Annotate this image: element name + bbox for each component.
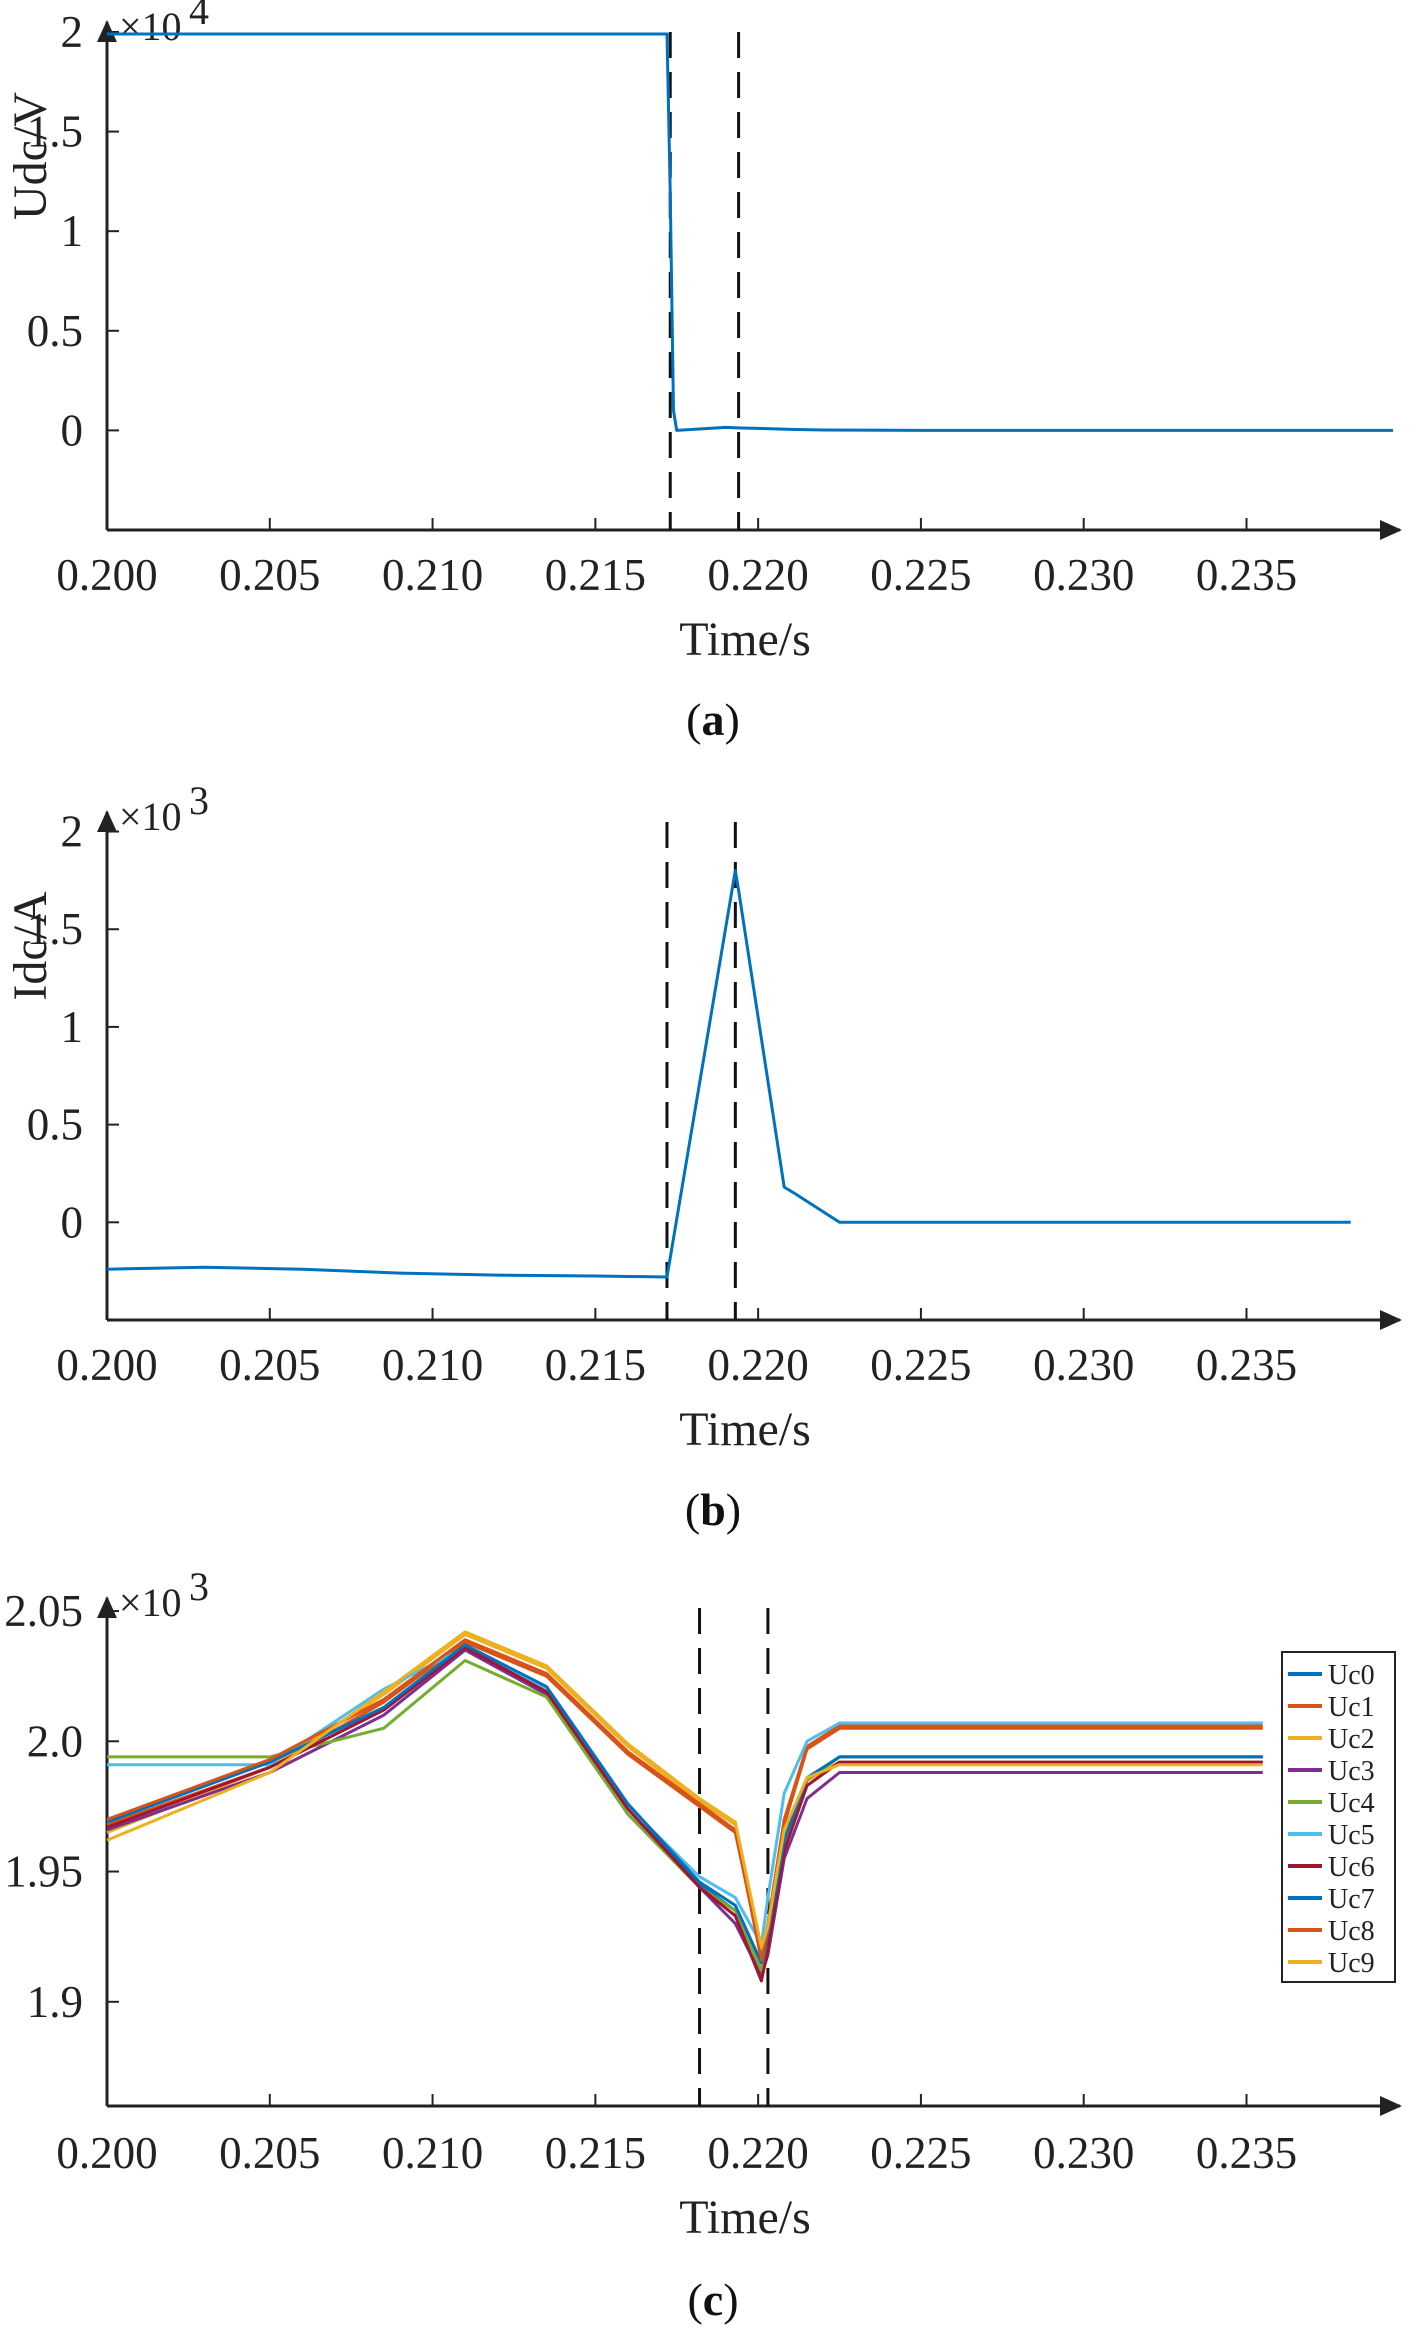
y-exponent: 3 (189, 778, 209, 823)
panel-a: 0.200 0.205 0.210 0.215 0.220 0.225 0.230 0.235… (4, 0, 1402, 745)
series-line-uc7 (106, 1643, 1263, 1965)
series-line-uc5 (107, 1646, 1263, 1946)
panel-b: 0.200 0.205 0.210 0.215 0.220 0.225 0.230 0.235… (4, 778, 1402, 1535)
y-tick-label: 1 (61, 206, 84, 256)
x-axis-arrow (1380, 1310, 1402, 1330)
y-axis-arrow (97, 1596, 117, 1618)
series-line-1 (107, 32, 1393, 432)
legend-entry-uc6: Uc6 (1328, 1852, 1375, 1883)
x-tick-label: 0.225 (870, 2128, 971, 2178)
x-tick-label: 0.205 (219, 550, 320, 600)
y-tick-label: 2 (61, 807, 84, 857)
y-axis-label: Idc/A (4, 891, 57, 1001)
x-tick-label: 0.210 (382, 2128, 483, 2178)
y-tick-label: 1.9 (27, 1977, 83, 2027)
x-tick-label: 0.225 (870, 1340, 971, 1390)
legend-entry-uc0: Uc0 (1328, 1660, 1375, 1691)
x-tick-label: 0.235 (1196, 1340, 1297, 1390)
legend-entry-uc8: Uc8 (1328, 1916, 1375, 1947)
y-tick-label: 2 (61, 7, 84, 57)
x-tick-label: 0.230 (1033, 1340, 1134, 1390)
x-axis-label: Time/s (679, 1403, 811, 1456)
x-tick-label: 0.215 (545, 1340, 646, 1390)
legend-entry-uc2: Uc2 (1328, 1724, 1375, 1755)
panel-c: 0.200 0.205 0.210 0.215 0.220 0.225 0.230 0.235… (4, 1564, 1402, 2325)
y-exponent: 4 (189, 0, 209, 33)
x-tick-label: 0.220 (708, 2128, 809, 2178)
y-tick-label: 0 (61, 1197, 84, 1247)
y-axis-label: Udc/V (4, 92, 57, 220)
x-tick-label: 0.235 (1196, 550, 1297, 600)
x-tick-label: 0.210 (382, 550, 483, 600)
legend-entry-uc9: Uc9 (1328, 1948, 1375, 1979)
x-tick-label: 0.210 (382, 1340, 483, 1390)
x-axis-arrow (1380, 2096, 1402, 2116)
x-tick-label: 0.230 (1033, 550, 1134, 600)
x-tick-label: 0.220 (708, 550, 809, 600)
x-axis-label: Time/s (679, 613, 811, 666)
x-tick-label: 0.200 (56, 550, 157, 600)
x-tick-label: 0.235 (1196, 2128, 1297, 2178)
y-multiplier: ×10 (119, 794, 182, 839)
y-tick-label: 1.95 (4, 1847, 83, 1897)
series-line-uc1 (106, 1640, 1263, 1957)
x-tick-label: 0.215 (545, 550, 646, 600)
y-tick-label: 1 (61, 1002, 84, 1052)
x-tick-label: 0.200 (56, 2128, 157, 2178)
y-tick-label: 1.5 (27, 107, 83, 157)
series-line-uc8 (106, 1638, 1263, 1962)
series-line-1 (106, 869, 1351, 1279)
y-tick-label: 0 (61, 405, 84, 455)
x-tick-label: 0.200 (56, 1340, 157, 1390)
series-line-uc0 (106, 1646, 1263, 1972)
panel-label: (b) (685, 1484, 741, 1535)
x-tick-label: 0.215 (545, 2128, 646, 2178)
series-line-uc4 (107, 1659, 1263, 1972)
series-line-uc9 (106, 1630, 1263, 1949)
legend-entry-uc1: Uc1 (1328, 1692, 1375, 1723)
y-multiplier: ×10 (119, 1580, 182, 1625)
series-line-uc3 (106, 1648, 1263, 1978)
y-multiplier: ×10 (119, 4, 182, 49)
legend-entry-uc3: Uc3 (1328, 1756, 1375, 1787)
y-tick-label: 1.5 (27, 904, 83, 954)
y-axis-arrow (97, 810, 117, 832)
y-tick-label: 0.5 (27, 1100, 83, 1150)
y-tick-label: 2.0 (27, 1716, 83, 1766)
legend-entry-uc4: Uc4 (1328, 1788, 1375, 1819)
legend-entry-uc5: Uc5 (1328, 1820, 1375, 1851)
x-tick-label: 0.225 (870, 550, 971, 600)
panel-label: (a) (686, 694, 740, 745)
y-exponent: 3 (189, 1564, 209, 1609)
x-tick-label: 0.220 (708, 1340, 809, 1390)
x-axis-arrow (1380, 520, 1402, 540)
x-axis-label: Time/s (679, 2191, 811, 2244)
x-tick-label: 0.230 (1033, 2128, 1134, 2178)
legend-entry-uc7: Uc7 (1328, 1884, 1375, 1915)
x-tick-label: 0.205 (219, 2128, 320, 2178)
x-tick-label: 0.205 (219, 1340, 320, 1390)
series-line-uc6 (106, 1646, 1263, 1983)
panel-label: (c) (687, 2274, 738, 2325)
y-tick-label: 0.5 (27, 306, 83, 356)
y-tick-label: 2.05 (4, 1586, 83, 1636)
